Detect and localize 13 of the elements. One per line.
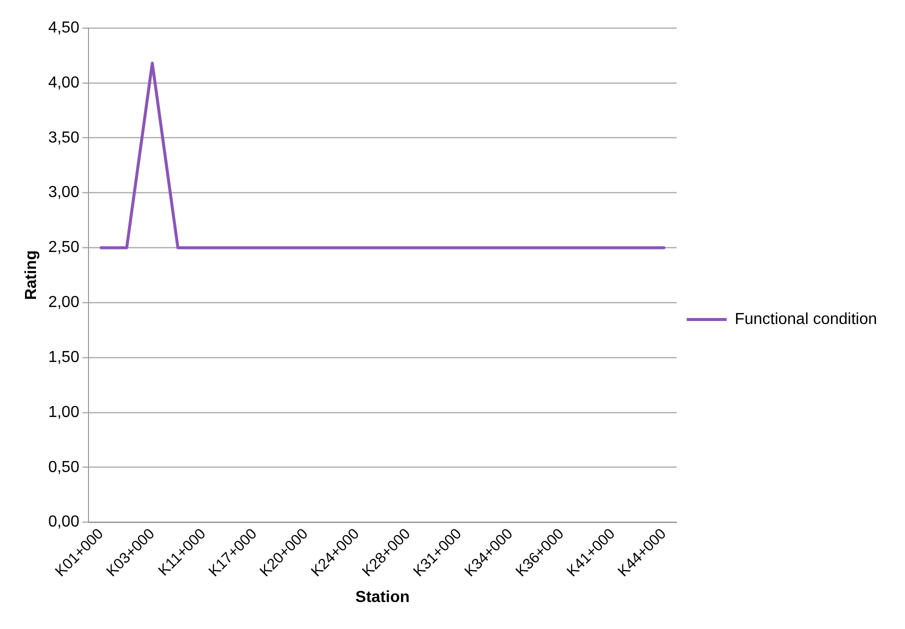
y-tick-label: 0,00 (48, 514, 80, 531)
y-tick-label: 2,00 (48, 294, 80, 312)
y-tick-label: 0,50 (48, 458, 80, 476)
y-tick-label: 3,50 (48, 129, 80, 146)
y-tick-label: 4,50 (48, 19, 80, 36)
legend-label: Functional condition (734, 310, 877, 328)
y-tick-label: 1,00 (48, 404, 80, 421)
y-tick-label: 4,00 (48, 74, 80, 92)
x-axis-title: Station (355, 588, 410, 606)
y-axis-title: Rating (23, 250, 40, 300)
y-tick-label: 1,50 (48, 348, 80, 366)
y-tick-label: 2,50 (48, 239, 80, 256)
y-tick-label: 3,00 (48, 184, 80, 202)
